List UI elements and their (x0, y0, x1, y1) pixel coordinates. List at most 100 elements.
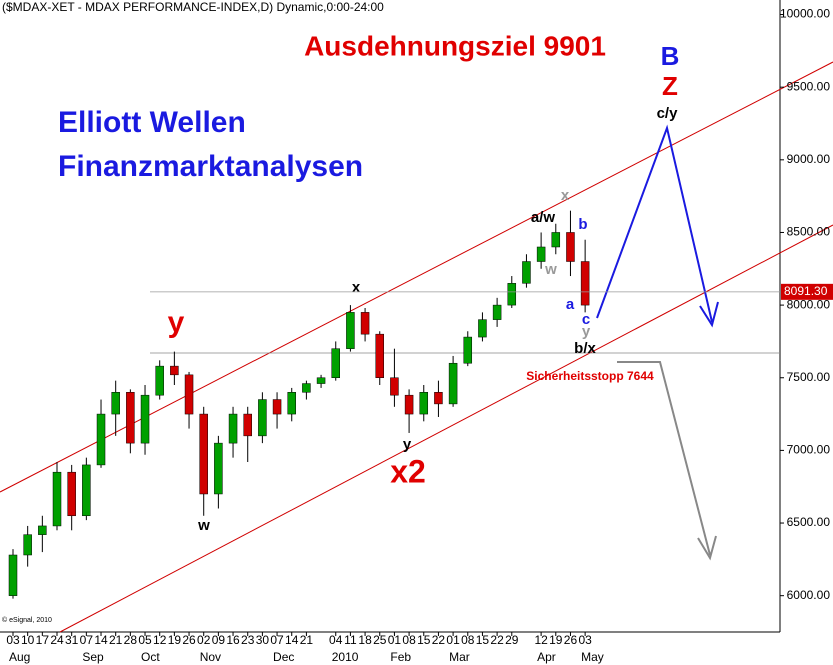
x-tick-label: 21 (300, 633, 314, 647)
x-tick-label: 15 (417, 633, 431, 647)
candle-body (155, 365, 164, 396)
channel-line (59, 224, 833, 633)
x-tick-label: 10 (21, 633, 35, 647)
y-tick-label: 6000.00 (787, 588, 831, 602)
candle-body (52, 471, 62, 527)
candle-body (170, 365, 179, 376)
annotation: Elliott Wellen (58, 106, 246, 139)
y-tick-label: 10000.00 (780, 7, 830, 21)
candle-body (448, 362, 458, 405)
arrow-head (697, 535, 717, 561)
x-tick-label: 30 (256, 633, 270, 647)
month-label: Sep (82, 650, 104, 664)
x-tick-label: 09 (212, 633, 226, 647)
wave-label: b (578, 216, 587, 233)
x-tick-label: 14 (285, 633, 299, 647)
plot (8, 210, 590, 599)
candle-body (463, 336, 473, 364)
x-tick-label: 08 (461, 633, 475, 647)
candle-body (111, 392, 120, 415)
x-tick-label: 12 (153, 633, 167, 647)
projection-arrow (596, 124, 713, 323)
candle-body (522, 261, 531, 284)
candle-body (23, 534, 32, 556)
x-tick-label: 03 (578, 633, 592, 647)
candle-body (243, 413, 252, 437)
x-tick-label: 31 (65, 633, 79, 647)
x-tick-label: 28 (124, 633, 138, 647)
candle-body (346, 312, 355, 349)
wave-label: x (561, 187, 570, 204)
y-tick-label: 9500.00 (787, 79, 831, 93)
annotation: Ausdehnungsziel 9901 (304, 30, 606, 61)
candle-body (580, 261, 590, 306)
wave-label: a (566, 296, 575, 313)
x-tick-label: 18 (358, 633, 372, 647)
x-tick-label: 21 (109, 633, 123, 647)
candle-body (258, 399, 267, 437)
month-label: Dec (273, 650, 294, 664)
x-tick-label: 02 (197, 633, 211, 647)
month-label: May (581, 650, 604, 664)
wave-label: b/x (574, 340, 596, 357)
x-tick-label: 16 (226, 633, 240, 647)
candle-body (8, 554, 18, 596)
candle-body (96, 413, 106, 466)
month-label: Mar (449, 650, 470, 664)
stop-arrow (617, 361, 711, 556)
wave-label: y (582, 323, 591, 340)
y-tick-label: 7000.00 (787, 443, 831, 457)
candle-body (478, 319, 487, 338)
wave-label: a/w (531, 209, 556, 226)
month-label: Apr (537, 650, 556, 664)
candle-body (331, 348, 340, 378)
chart-title: ($MDAX-XET - MDAX PERFORMANCE-INDEX,D) D… (2, 0, 384, 14)
x-tick-label: 26 (564, 633, 578, 647)
x-tick-label: 24 (50, 633, 64, 647)
x-tick-label: 22 (432, 633, 446, 647)
y-tick-label: 7500.00 (787, 370, 831, 384)
x-tick-label: 25 (373, 633, 387, 647)
candle-body (492, 304, 502, 320)
wave-label: y (403, 436, 412, 453)
x-tick-label: 19 (168, 633, 182, 647)
x-tick-label: 03 (6, 633, 20, 647)
wave-label: c/y (657, 105, 679, 122)
x-tick-label: 01 (388, 633, 402, 647)
last-price-box (781, 283, 833, 300)
candle-body (360, 312, 370, 335)
y-tick-label: 9000.00 (787, 152, 831, 166)
candle-body (434, 392, 443, 405)
x-tick-label: 14 (94, 633, 108, 647)
wave-label: c (582, 311, 590, 328)
month-label: 2010 (332, 650, 359, 664)
candle-body (404, 394, 414, 415)
month-label: Oct (141, 650, 160, 664)
x-tick-label: 29 (505, 633, 519, 647)
month-label: Feb (390, 650, 411, 664)
x-tick-label: 05 (138, 633, 152, 647)
x-tick-label: 17 (36, 633, 50, 647)
x-tick-label: 01 (446, 633, 460, 647)
y-tick-label: 8500.00 (787, 225, 831, 239)
arrow-head (699, 301, 719, 328)
wave-label: w (544, 261, 557, 278)
x-tick-label: 04 (329, 633, 343, 647)
candle-body (126, 392, 135, 444)
credit: © eSignal, 2010 (2, 616, 52, 624)
candle-body (375, 333, 384, 378)
x-tick-label: 11 (344, 633, 357, 647)
candle-body (272, 399, 282, 415)
x-tick-label: 07 (270, 633, 284, 647)
annotation: B (661, 41, 680, 71)
candle-body (390, 377, 399, 396)
annotation: Sicherheitsstopp 7644 (526, 369, 654, 383)
candle-body (38, 525, 47, 535)
candle-body (536, 246, 546, 262)
candle-body (228, 413, 238, 444)
candle-body (184, 374, 194, 415)
x-tick-label: 15 (476, 633, 490, 647)
candle-body (316, 377, 326, 384)
